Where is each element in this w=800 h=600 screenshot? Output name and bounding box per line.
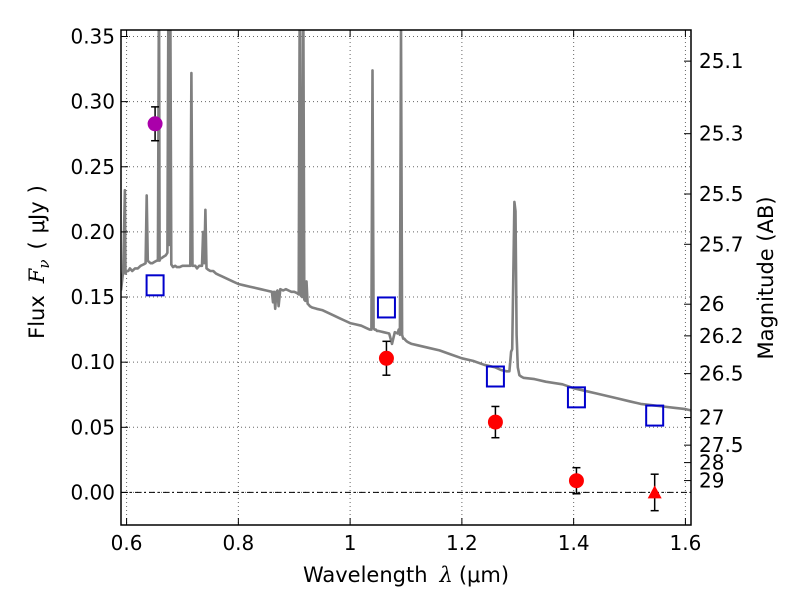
observed-flux-point — [378, 350, 394, 366]
y2-axis-title: Magnitude (AB) — [754, 196, 778, 359]
model-photometry-square — [645, 404, 665, 427]
observed-flux-point — [147, 116, 163, 132]
model-photometry-square — [566, 386, 586, 409]
grid-lines — [121, 30, 691, 525]
magnitude-tick-label: 28 — [699, 451, 724, 475]
x-tick-label: 1.6 — [670, 531, 702, 555]
photometry-points — [145, 106, 665, 512]
y-axis-ticks: 0.00 0.05 0.10 0.15 0.20 0.25 0.30 0.35 — [70, 25, 128, 504]
x-tick-label: 1.4 — [558, 531, 590, 555]
x-tick-label: 0.6 — [111, 531, 143, 555]
magnitude-tick-label: 25.7 — [699, 232, 744, 256]
y-axis-title: FluxFν(μJy) — [25, 185, 53, 339]
observed-flux-point — [487, 414, 503, 430]
y-tick-label: 0.10 — [70, 350, 115, 374]
y-tick-label: 0.35 — [70, 25, 115, 49]
y-tick-label: 0.30 — [70, 90, 115, 114]
magnitude-tick-label: 27.5 — [699, 433, 744, 457]
magnitude-tick-label: 27 — [699, 406, 724, 430]
spectrum-line — [121, 30, 691, 412]
x-tick-label: 1.2 — [446, 531, 478, 555]
magnitude-tick-label: 26 — [699, 292, 724, 316]
x-tick-label: 1 — [344, 531, 357, 555]
magnitude-tick-label: 25.1 — [699, 49, 744, 73]
y-tick-label: 0.05 — [70, 415, 115, 439]
y-tick-label: 0.20 — [70, 220, 115, 244]
model-spectrum — [121, 30, 691, 412]
magnitude-tick-label: 29 — [699, 469, 724, 493]
magnitude-tick-label: 26.5 — [699, 362, 744, 386]
y-tick-label: 0.00 — [70, 480, 115, 504]
y-tick-label: 0.25 — [70, 155, 115, 179]
magnitude-tick-label: 25.5 — [699, 182, 744, 206]
y-tick-label: 0.15 — [70, 285, 115, 309]
magnitude-tick-label: 26.2 — [699, 324, 744, 348]
plot-frame — [120, 29, 692, 526]
model-photometry-square — [376, 296, 396, 319]
observed-flux-point — [568, 473, 584, 489]
upper-limit-triangle — [647, 485, 662, 499]
model-photometry-square — [145, 274, 165, 297]
magnitude-tick-label: 25.3 — [699, 122, 744, 146]
x-axis-title: Wavelength λ (μm) — [303, 563, 509, 587]
model-photometry-square — [485, 365, 505, 388]
x-axis-ticks: 0.6 0.8 1 1.2 1.4 1.6 — [111, 30, 702, 555]
x-tick-label: 0.8 — [222, 531, 254, 555]
